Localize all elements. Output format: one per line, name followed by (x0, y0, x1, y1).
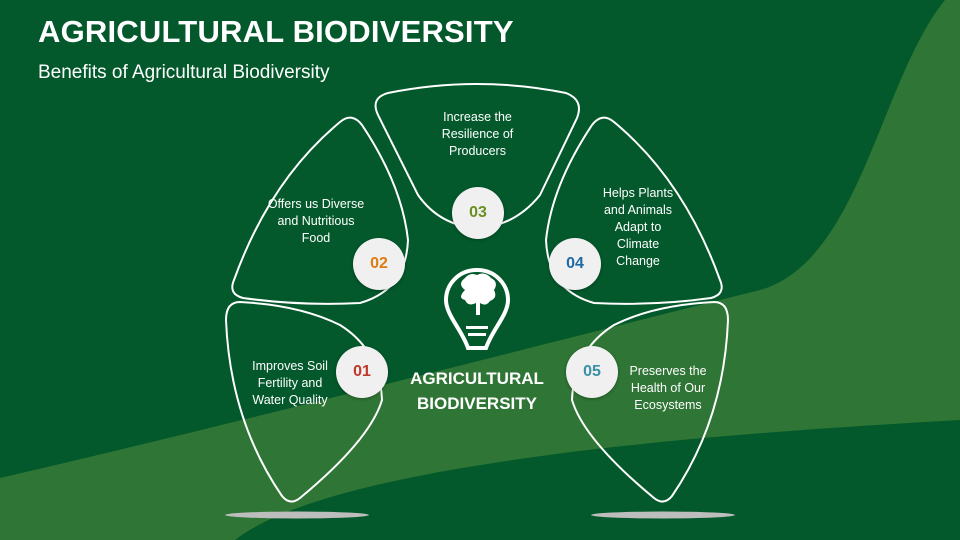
item-04-number-badge: 04 (549, 238, 601, 290)
petal-01-outline (224, 300, 384, 503)
item-02-number-badge: 02 (353, 238, 405, 290)
petal-05-outline (570, 300, 730, 503)
item-03-number-badge: 03 (452, 187, 504, 239)
item-05-text: Preserves the Health of Our Ecosystems (629, 364, 707, 412)
item-01-text: Improves Soil Fertility and Water Qualit… (252, 359, 328, 407)
item-03-text: Increase the Resilience of Producers (441, 110, 514, 158)
petal-05-shadow (591, 511, 735, 519)
slide-title: AGRICULTURAL BIODIVERSITY (38, 14, 514, 49)
item-05-number-badge: 05 (566, 346, 618, 398)
center-label-line2: BIODIVERSITY (417, 394, 537, 413)
item-01-number-badge: 01 (336, 346, 388, 398)
item-04-text: Helps Plants and Animals Adapt to Climat… (602, 186, 674, 268)
tree-lightbulb-icon (443, 267, 511, 350)
petal-04-outline (544, 116, 723, 305)
center-label-line1: AGRICULTURAL (410, 369, 544, 388)
slide-subtitle: Benefits of Agricultural Biodiversity (38, 62, 330, 83)
petal-01-shadow (225, 511, 369, 519)
center-label: AGRICULTURAL BIODIVERSITY (397, 366, 557, 416)
petal-02-outline (231, 116, 410, 305)
item-02-text: Offers us Diverse and Nutritious Food (267, 197, 365, 245)
